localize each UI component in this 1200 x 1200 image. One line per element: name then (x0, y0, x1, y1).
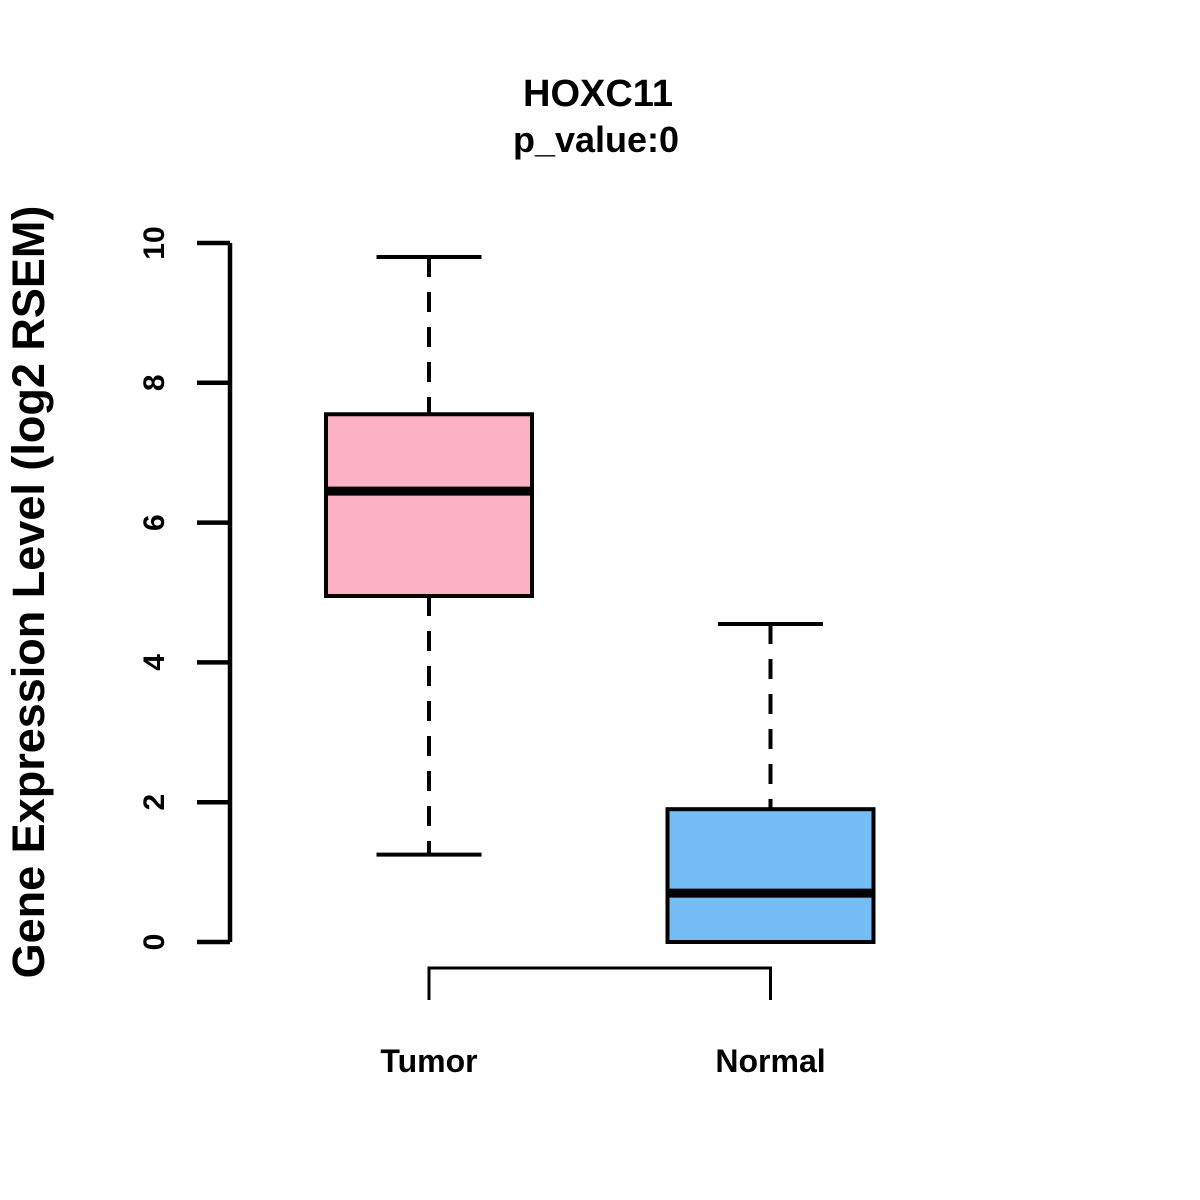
plot-area: 0 2 4 6 8 10 Tumor Normal (138, 226, 876, 1079)
y-tick-label-3: 6 (138, 514, 171, 531)
y-axis-label: Gene Expression Level (log2 RSEM) (3, 206, 54, 979)
box-tumor (324, 412, 534, 598)
category-label-tumor: Tumor (380, 1043, 477, 1079)
y-tick-label-1: 2 (138, 794, 171, 811)
box-normal (665, 807, 876, 944)
y-tick-label-2: 4 (138, 654, 171, 671)
chart-subtitle: p_value:0 (513, 119, 679, 160)
y-tick-label-4: 8 (138, 374, 171, 391)
y-tick-label-0: 0 (138, 934, 171, 951)
y-tick-label-5: 10 (138, 226, 171, 259)
chart-title: HOXC11 (523, 73, 673, 115)
comparison-bracket (427, 966, 772, 1000)
category-label-normal: Normal (715, 1043, 825, 1079)
